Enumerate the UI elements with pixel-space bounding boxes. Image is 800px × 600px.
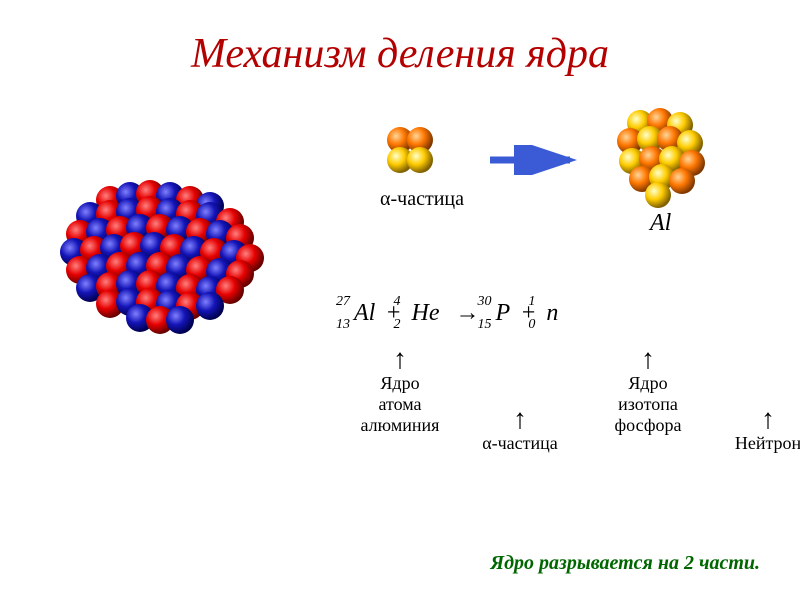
annotation-p-text: Ядроизотопафосфора bbox=[588, 373, 708, 436]
nuclear-equation: 27 13 Al + 4 2 He → 30 15 P + 1 0 n bbox=[350, 300, 562, 327]
arrow-up-icon: ↑ bbox=[393, 350, 407, 370]
al-label: Al bbox=[650, 210, 671, 237]
footer-caption: Ядро разрывается на 2 части. bbox=[490, 552, 760, 575]
al-svg bbox=[610, 105, 720, 215]
annotation-alpha-text: α-частица bbox=[460, 433, 580, 454]
alpha-particle-cluster bbox=[380, 120, 450, 185]
annotation-al: ↑ Ядроатомаалюминия bbox=[340, 350, 460, 436]
nucleus-svg bbox=[50, 180, 270, 340]
alpha-svg bbox=[380, 120, 450, 180]
reaction-arrow-icon bbox=[485, 145, 585, 180]
eq-term-al: 27 13 Al bbox=[354, 300, 375, 327]
annotation-p: ↑ Ядроизотопафосфора bbox=[588, 350, 708, 436]
arrow-up-icon: ↑ bbox=[641, 350, 655, 370]
eq-term-n: 1 0 n bbox=[546, 300, 558, 327]
annotation-n-text: Нейтрон bbox=[708, 433, 800, 454]
eq-arrow-icon: → bbox=[456, 300, 480, 327]
al-nucleus-cluster bbox=[610, 105, 720, 220]
annotation-n: ↑ Нейтрон bbox=[708, 410, 800, 454]
page-title: Механизм деления ядра bbox=[191, 30, 609, 78]
large-nucleus-cluster bbox=[50, 180, 270, 340]
alpha-label: α-частица bbox=[380, 188, 464, 211]
annotation-al-text: Ядроатомаалюминия bbox=[340, 373, 460, 436]
eq-term-p: 30 15 P bbox=[496, 300, 511, 327]
annotation-alpha: ↑ α-частица bbox=[460, 410, 580, 454]
arrow-up-icon: ↑ bbox=[513, 410, 527, 430]
arrow-up-icon: ↑ bbox=[761, 410, 775, 430]
eq-term-he: 4 2 He bbox=[412, 300, 440, 327]
